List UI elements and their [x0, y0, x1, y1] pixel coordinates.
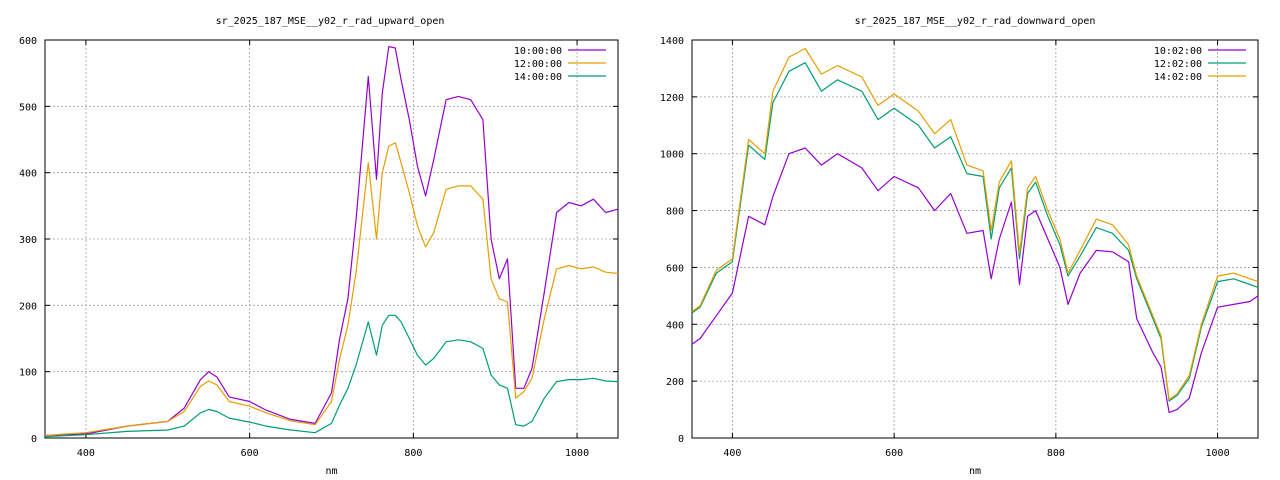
legend-label: 10:02:00: [1154, 46, 1202, 57]
legend-label: 10:00:00: [514, 46, 562, 57]
x-tick-label: 800: [404, 448, 422, 459]
plot-frame: [691, 39, 1259, 439]
x-tick-label: 800: [1047, 448, 1065, 459]
chart-title: sr_2025_187_MSE__y02_r_rad_upward_open: [216, 16, 445, 27]
x-tick-label: 600: [885, 448, 903, 459]
series-line-1: [44, 45, 619, 436]
chart-title: sr_2025_187_MSE__y02_r_rad_downward_open: [855, 16, 1096, 27]
legend-label: 14:02:00: [1154, 72, 1202, 83]
y-tick-label: 600: [666, 263, 684, 274]
y-tick-label: 1200: [660, 93, 684, 104]
series-line-1: [691, 147, 1259, 413]
x-tick-label: 600: [241, 448, 259, 459]
x-axis-label: nm: [325, 466, 337, 477]
legend-label: 12:00:00: [514, 59, 562, 70]
x-tick-label: 400: [77, 448, 95, 459]
y-tick-label: 100: [19, 368, 37, 379]
y-tick-label: 300: [19, 235, 37, 246]
series-line-3: [691, 47, 1259, 401]
chart-2: 400 600 800 1000 0 200 400 600 800 1000 1200 1400 sr…: [660, 16, 1259, 477]
y-tick-label: 0: [31, 434, 37, 445]
x-tick-label: 1000: [565, 448, 589, 459]
y-tick-label: 800: [666, 207, 684, 218]
y-tick-label: 600: [19, 36, 37, 47]
y-tick-label: 200: [19, 301, 37, 312]
x-axis-label: nm: [969, 466, 981, 477]
legend-label: 14:00:00: [514, 72, 562, 83]
y-tick-label: 400: [19, 169, 37, 180]
x-tick-label: 400: [723, 448, 741, 459]
y-tick-label: 0: [678, 434, 684, 445]
y-tick-label: 400: [666, 320, 684, 331]
y-tick-label: 1000: [660, 150, 684, 161]
series-line-2: [44, 142, 619, 436]
series-line-2: [691, 62, 1259, 402]
x-tick-label: 1000: [1206, 448, 1230, 459]
legend-label: 12:02:00: [1154, 59, 1202, 70]
y-tick-label: 500: [19, 102, 37, 113]
y-tick-label: 200: [666, 377, 684, 388]
series-line-3: [44, 314, 619, 438]
chart-1: 400 600 800 1000 0 100 200 300 400 500 600 sr_2025_…: [19, 16, 619, 477]
y-tick-label: 1400: [660, 36, 684, 47]
